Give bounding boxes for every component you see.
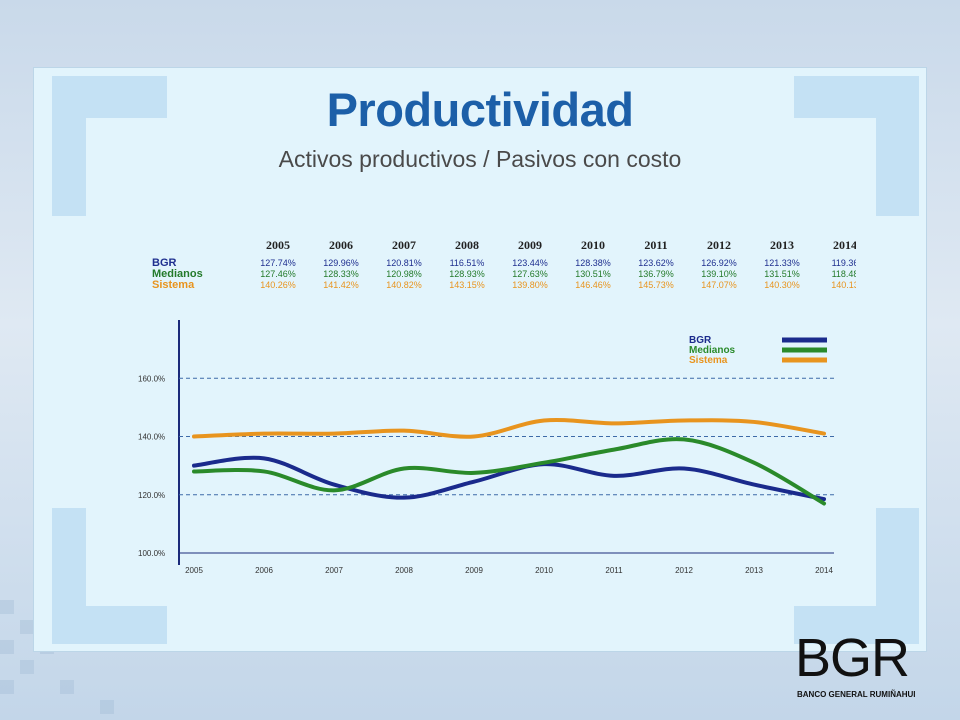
x-tick-label: 2012 bbox=[675, 566, 693, 575]
x-tick-label: 2006 bbox=[255, 566, 273, 575]
table-row-medianos: Medianos 127.46% 128.33% 120.98% 128.93% 127.… bbox=[152, 269, 856, 281]
table-cell: 120.98% bbox=[386, 269, 422, 279]
table-year-2013: 2013 bbox=[770, 240, 794, 252]
table-cell: 128.38% bbox=[575, 258, 611, 268]
table-cell: 129.96% bbox=[323, 258, 359, 268]
slide: Productividad Activos productivos / Pasi… bbox=[33, 67, 927, 652]
y-tick-label: 140.0% bbox=[138, 433, 165, 442]
table-cell: 136.79% bbox=[638, 269, 674, 279]
table-cell: 128.93% bbox=[449, 269, 485, 279]
table-row-label: Sistema bbox=[152, 279, 195, 291]
table-cell: 146.46% bbox=[575, 280, 611, 290]
y-tick-label: 160.0% bbox=[138, 374, 165, 383]
table-cell: 147.07% bbox=[701, 280, 737, 290]
table-cell: 128.33% bbox=[323, 269, 359, 279]
table-cell: 130.51% bbox=[575, 269, 611, 279]
x-tick-label: 2009 bbox=[465, 566, 483, 575]
table-row-years: 2005 2006 2007 2008 2009 2010 2011 2012 2013 2014 bbox=[152, 240, 856, 252]
table-cell: 121.33% bbox=[764, 258, 800, 268]
table-year-2012: 2012 bbox=[707, 240, 731, 252]
table-cell: 116.51% bbox=[449, 258, 485, 268]
table-cell: 131.51% bbox=[764, 269, 800, 279]
table-cell: 120.81% bbox=[386, 258, 422, 268]
data-table: 2005 2006 2007 2008 2009 2010 2011 2012 2013 2014… bbox=[152, 240, 856, 295]
table-row-label: BGR bbox=[152, 257, 177, 269]
series-line-sistema bbox=[192, 417, 826, 439]
series-line-medianos bbox=[192, 437, 826, 506]
logo-subtitle: BANCO GENERAL RUMIÑAHUI bbox=[797, 690, 916, 699]
slide-title: Productividad bbox=[326, 83, 634, 136]
table-year-2007: 2007 bbox=[392, 240, 416, 252]
table-year-2009: 2009 bbox=[518, 240, 542, 252]
x-tick-label: 2013 bbox=[745, 566, 763, 575]
bgr-logo: BGR BANCO GENERAL RUMIÑAHUI bbox=[795, 628, 945, 706]
table-cell: 140.30% bbox=[764, 280, 800, 290]
corner-tr-side bbox=[876, 76, 919, 216]
table-year-2011: 2011 bbox=[644, 240, 668, 252]
table-year-2010: 2010 bbox=[581, 240, 605, 252]
x-tick-label: 2010 bbox=[535, 566, 553, 575]
table-cell: 145.73% bbox=[638, 280, 674, 290]
table-cell: 126.92% bbox=[701, 258, 737, 268]
legend-label-bgr: BGR bbox=[689, 335, 712, 346]
legend-label-medianos: Medianos bbox=[689, 345, 736, 356]
table-cell: 141.42% bbox=[323, 280, 359, 290]
x-tick-label: 2008 bbox=[395, 566, 413, 575]
table-cell: 123.62% bbox=[638, 258, 674, 268]
slide-subtitle: Activos productivos / Pasivos con costo bbox=[278, 146, 682, 172]
table-year-2008: 2008 bbox=[455, 240, 479, 252]
table-cell: 127.46% bbox=[260, 269, 296, 279]
y-tick-label: 100.0% bbox=[138, 549, 165, 558]
table-year-2005: 2005 bbox=[266, 240, 290, 252]
table-cell: 119.36 bbox=[831, 258, 856, 268]
table-cell: 123.44% bbox=[512, 258, 548, 268]
table-cell: 143.15% bbox=[449, 280, 485, 290]
x-tick-label: 2005 bbox=[185, 566, 203, 575]
table-year-2006: 2006 bbox=[329, 240, 353, 252]
table-cell: 127.74% bbox=[260, 258, 296, 268]
table-cell: 139.10% bbox=[701, 269, 737, 279]
x-tick-label: 2007 bbox=[325, 566, 343, 575]
table-year-2014: 2014 bbox=[833, 240, 856, 252]
corner-tl-side bbox=[52, 76, 86, 216]
series-line-bgr bbox=[192, 455, 826, 502]
table-cell: 140.13 bbox=[831, 280, 856, 290]
x-tick-label: 2014 bbox=[815, 566, 833, 575]
line-chart: 100.0% 120.0% 140.0% 160.0% 2005 2006 2007 2008… bbox=[138, 320, 834, 575]
table-row-label: Medianos bbox=[152, 268, 203, 280]
logo-letters: BGR bbox=[795, 628, 910, 688]
legend-label-sistema: Sistema bbox=[689, 355, 728, 366]
table-cell: 139.80% bbox=[512, 280, 548, 290]
corner-bl-bottom bbox=[52, 606, 167, 644]
table-cell: 140.82% bbox=[386, 280, 422, 290]
table-row-bgr: BGR 127.74% 129.96% 120.81% 116.51% 123.44% 12… bbox=[152, 258, 856, 270]
table-cell: 127.63% bbox=[512, 269, 548, 279]
table-cell: 118.48 bbox=[831, 269, 856, 279]
table-row-sistema: Sistema 140.26% 141.42% 140.82% 143.15% 139.8… bbox=[152, 280, 856, 292]
x-tick-label: 2011 bbox=[605, 566, 623, 575]
table-cell: 140.26% bbox=[260, 280, 296, 290]
corner-br-bottom bbox=[794, 606, 919, 644]
y-tick-label: 120.0% bbox=[138, 491, 165, 500]
